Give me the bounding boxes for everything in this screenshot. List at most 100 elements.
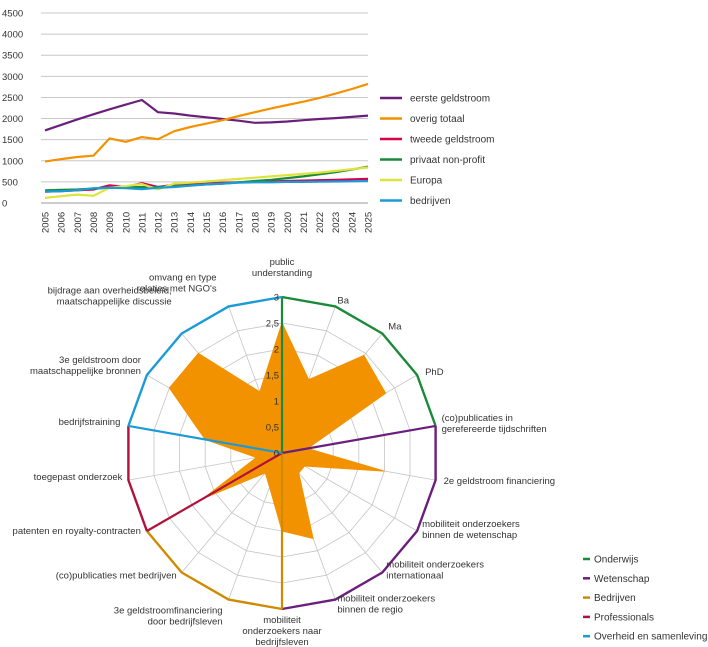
x-tick-label: 2025 [364, 212, 375, 233]
radar-axis-label-line: 3e geldstroomfinanciering [114, 606, 223, 617]
x-tick-label: 2011 [137, 213, 148, 233]
legend-label: eerste geldstroom [410, 94, 490, 105]
radar-chart: 0 0,5 1 1,5 2 2,5 3 public understanding Ba Ma PhD (… [13, 257, 708, 647]
legend-label: tweede geldstroom [410, 135, 495, 146]
radar-axis-label: 3e geldstroomfinanciering door bedrijfsle… [114, 606, 223, 628]
x-tick-label: 2019 [267, 212, 278, 233]
r-tick-label: 0,5 [266, 423, 279, 434]
x-tick-label: 2006 [57, 212, 68, 233]
radar-axis-label: Ma [388, 322, 402, 333]
radar-axis-label: 2e geldstroom financiering [444, 476, 555, 487]
radar-axis-label: bijdrage aan overheidsbeleid, maatschappe… [48, 286, 172, 308]
radar-group-divider [281, 424, 436, 455]
line-chart: 4500 4000 3500 3000 2500 2000 1500 1000 500 0 2005… [2, 9, 495, 234]
radar-axis-label-line: (co)publicaties in [442, 413, 513, 424]
radar-group-divider [128, 424, 283, 455]
radar-axis-label: mobiliteit onderzoekers internationaal [386, 560, 484, 582]
radar-axis-label-line: maatschappelijke bronnen [30, 366, 141, 377]
radar-axis-label-line: understanding [252, 268, 312, 279]
radar-axis-label: patenten en royalty-contracten [13, 526, 141, 537]
x-tick-label: 2005 [41, 212, 52, 233]
series-line [44, 82, 369, 163]
radar-group-border [145, 530, 283, 611]
x-tick-label: 2010 [121, 212, 132, 233]
radar-axis-label-line: bedrijfstraining [59, 417, 121, 428]
y-tick-label: 1500 [2, 135, 23, 146]
r-tick-label: 1 [274, 397, 279, 408]
y-tick-label: 4000 [2, 30, 23, 41]
series-line [44, 98, 369, 132]
radar-axis-label-line: 2e geldstroom financiering [444, 476, 555, 487]
radar-axis-label-line: maatschappelijke discussie [57, 297, 172, 308]
legend-label: privaat non-profit [410, 155, 485, 166]
radar-axis-label: mobiliteit onderzoekers binnen de wetensc… [422, 519, 520, 541]
legend-label: overig totaal [410, 114, 464, 125]
radar-axis-label-line: (co)publicaties met bedrijven [56, 571, 177, 582]
x-tick-label: 2008 [89, 212, 100, 233]
x-tick-label: 2007 [73, 212, 84, 233]
x-tick-label: 2018 [250, 212, 261, 233]
y-tick-label: 2500 [2, 93, 23, 104]
radar-axis-label: mobiliteit onderzoekers naar bedrijfsleven [242, 615, 321, 647]
series-line [44, 179, 369, 193]
x-tick-label: 2017 [234, 212, 245, 233]
radar-axis-label: mobiliteit onderzoekers binnen de regio [337, 594, 435, 616]
x-tick-label: 2015 [202, 212, 213, 233]
radar-axis-label: bedrijfstraining [59, 417, 121, 428]
radar-axis-label-line: toegepast onderzoek [34, 472, 123, 483]
legend-label: bedrijven [410, 196, 451, 207]
radar-group-border [281, 425, 437, 611]
radar-legend-label: Wetenschap [594, 574, 650, 585]
radar-axis-label: toegepast onderzoek [34, 472, 123, 483]
radar-axis-label-line: bedrijfsleven [255, 637, 308, 647]
radar-group-border [281, 295, 437, 427]
y-tick-label: 1000 [2, 156, 23, 167]
r-tick-label: 2,5 [266, 319, 279, 330]
series-line [44, 165, 369, 192]
x-tick-label: 2013 [170, 212, 181, 233]
x-tick-label: 2024 [347, 212, 358, 233]
radar-axis-label: Ba [337, 295, 349, 306]
radar-axis-label: (co)publicaties met bedrijven [56, 571, 177, 582]
radar-axis-label-line: gerefereerde tijdschriften [442, 424, 547, 435]
radar-axis-label-line: relaties met NGO's [137, 283, 217, 294]
radar-group-divider [146, 452, 283, 532]
radar-group-border [127, 295, 283, 427]
y-tick-label: 0 [2, 199, 7, 210]
radar-axis-label-line: binnen de wetenschap [422, 530, 517, 541]
r-tick-label: 0 [274, 449, 279, 460]
radar-axis-label-line: internationaal [386, 571, 443, 582]
radar-axis-label-line: Ma [388, 322, 402, 333]
y-tick-label: 2000 [2, 114, 23, 125]
radar-axis-label: omvang en type relaties met NGO's [137, 272, 217, 294]
radar-group-border [127, 425, 149, 532]
x-tick-label: 2016 [218, 212, 229, 233]
radar-axis-label: public understanding [252, 257, 312, 279]
radar-axis-label-line: mobiliteit [263, 615, 301, 626]
x-tick-label: 2012 [154, 212, 165, 233]
r-tick-label: 3 [274, 293, 279, 304]
x-tick-label: 2014 [186, 212, 197, 233]
x-tick-label: 2020 [283, 212, 294, 233]
radar-axis-label-line: patenten en royalty-contracten [13, 526, 141, 537]
radar-axis-label-line: binnen de regio [337, 605, 403, 616]
radar-axis-label-line: onderzoekers naar [242, 626, 321, 637]
radar-legend-label: Onderwijs [594, 555, 638, 566]
r-tick-label: 1,5 [266, 371, 279, 382]
r-tick-label: 2 [274, 345, 279, 356]
radar-legend-label: Professionals [594, 612, 654, 623]
x-tick-label: 2023 [331, 212, 342, 233]
radar-legend-label: Overheid en samenleving [594, 632, 707, 643]
radar-axis-label-line: door bedrijfsleven [148, 617, 223, 628]
radar-axis-label-line: bijdrage aan overheidsbeleid, [48, 286, 172, 297]
radar-axis-label-line: mobiliteit onderzoekers [337, 594, 435, 605]
radar-axis-label-line: 3e geldstroom door [59, 355, 141, 366]
radar-axis-label: 3e geldstroom door maatschappelijke bronn… [30, 355, 141, 377]
radar-axis-label-line: PhD [425, 367, 444, 378]
y-tick-label: 500 [2, 177, 18, 188]
radar-axis-label: (co)publicaties in gerefereerde tijdschri… [442, 413, 547, 435]
radar-axis-label-line: omvang en type [149, 272, 217, 283]
series-line [44, 166, 369, 199]
radar-axis-label-line: Ba [337, 295, 349, 306]
